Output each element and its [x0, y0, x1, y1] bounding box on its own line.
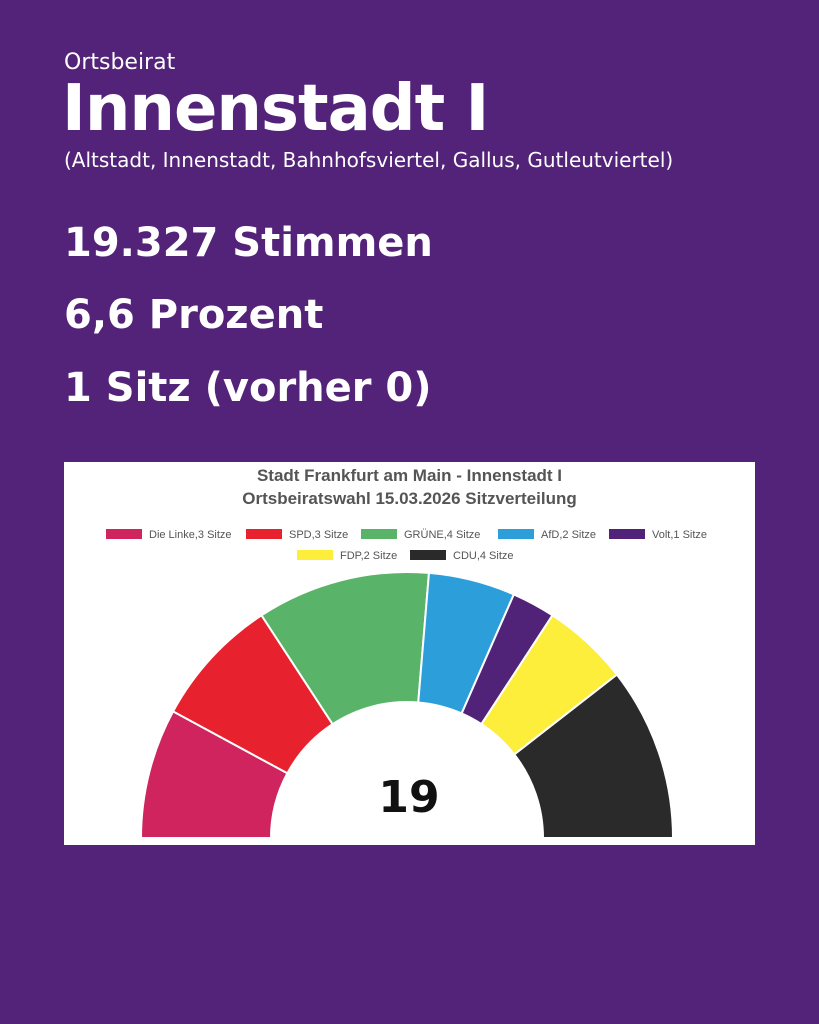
- seat-chart: Stadt Frankfurt am Main - Innenstadt I O…: [64, 462, 755, 845]
- legend-label-6: CDU,4 Sitze: [453, 550, 514, 562]
- legend-swatch-2: [361, 529, 397, 539]
- district-areas: (Altstadt, Innenstadt, Bahnhofsviertel, …: [64, 148, 674, 172]
- legend-label-4: Volt,1 Sitze: [652, 529, 707, 541]
- legend-label-1: SPD,3 Sitze: [289, 529, 348, 541]
- district-title: Innenstadt I: [62, 72, 489, 146]
- legend-swatch-3: [498, 529, 534, 539]
- total-seats-label: 19: [378, 772, 439, 823]
- legend-swatch-4: [609, 529, 645, 539]
- legend-swatch-1: [246, 529, 282, 539]
- body-label: Ortsbeirat: [64, 50, 176, 75]
- legend-swatch-6: [410, 550, 446, 560]
- legend-swatch-5: [297, 550, 333, 560]
- legend-label-0: Die Linke,3 Sitze: [149, 529, 232, 541]
- chart-title-line-2: Ortsbeiratswahl 15.03.2026 Sitzverteilun…: [242, 489, 576, 508]
- legend-label-3: AfD,2 Sitze: [541, 529, 596, 541]
- chart-title-line-1: Stadt Frankfurt am Main - Innenstadt I: [257, 466, 562, 485]
- legend-swatch-0: [106, 529, 142, 539]
- chart-slices: [139, 571, 675, 839]
- percent-stat: 6,6 Prozent: [64, 292, 324, 338]
- legend-label-2: GRÜNE,4 Sitze: [404, 529, 480, 541]
- legend-label-5: FDP,2 Sitze: [340, 550, 397, 562]
- seat-chart-svg: Stadt Frankfurt am Main - Innenstadt I O…: [106, 466, 707, 839]
- slice-cdu: [512, 673, 675, 839]
- chart-legend: Die Linke,3 Sitze SPD,3 Sitze GRÜNE,4 Sitz…: [106, 529, 707, 562]
- seats-stat: 1 Sitz (vorher 0): [64, 365, 432, 411]
- votes-stat: 19.327 Stimmen: [64, 220, 433, 266]
